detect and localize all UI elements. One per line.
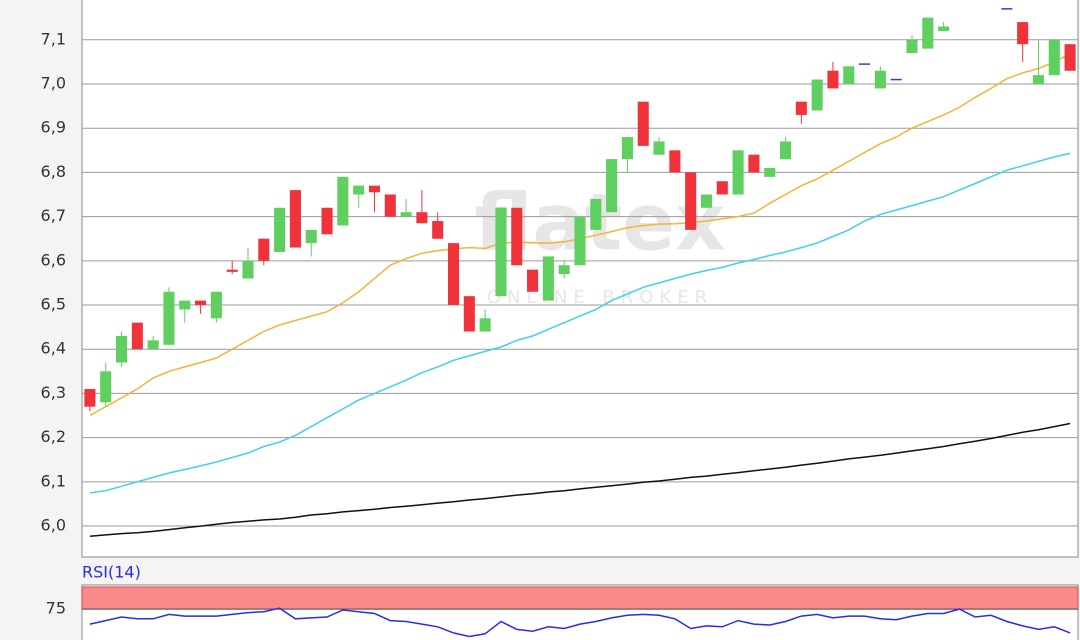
candle-body xyxy=(732,150,744,195)
candle-body xyxy=(337,176,349,226)
candle-body xyxy=(637,101,649,146)
candle-body xyxy=(795,101,807,115)
y-tick-label: 6,8 xyxy=(41,162,66,181)
candle-body xyxy=(400,212,412,217)
y-tick-label: 6,2 xyxy=(41,427,66,446)
candle-body xyxy=(922,17,934,49)
candle-body xyxy=(811,79,823,111)
candle-body xyxy=(432,221,444,239)
candle-body xyxy=(1064,44,1076,71)
candle-body xyxy=(447,243,460,306)
candle-body xyxy=(1048,39,1060,76)
candle-body xyxy=(305,229,317,244)
y-tick-label: 7,0 xyxy=(41,73,66,92)
candle-body xyxy=(558,265,570,275)
candle-body xyxy=(1032,75,1045,84)
candle-body xyxy=(716,181,728,195)
candle-body xyxy=(368,185,381,193)
candle-body xyxy=(938,26,950,31)
candle-body xyxy=(258,238,270,261)
candle-body xyxy=(84,389,96,407)
candle-body xyxy=(764,167,776,177)
candle-body xyxy=(495,207,507,297)
y-tick-label: 6,6 xyxy=(41,250,66,269)
candle-body xyxy=(226,269,238,272)
candle-body xyxy=(100,371,112,403)
y-tick-label: 75 xyxy=(46,599,66,618)
candle-body xyxy=(416,212,428,224)
candle-body xyxy=(527,269,539,292)
y-tick-label: 6,7 xyxy=(41,206,66,225)
candle-body xyxy=(131,322,143,350)
y-tick-label: 7,1 xyxy=(41,29,66,48)
candle-body xyxy=(621,137,633,160)
watermark-subtitle: ONLINE BROKER xyxy=(487,287,713,308)
candle-body xyxy=(874,70,886,89)
candle-body xyxy=(242,260,254,279)
candle-body xyxy=(906,39,918,54)
candle-body xyxy=(289,190,301,248)
candle-body xyxy=(653,141,665,155)
candle-body xyxy=(274,207,286,252)
moving-average xyxy=(89,152,1071,494)
candle-body xyxy=(384,194,396,217)
candle-body xyxy=(115,335,128,363)
candle-body xyxy=(606,159,618,213)
candle-body xyxy=(669,150,681,173)
y-tick-label: 6,9 xyxy=(41,118,66,137)
candle-body xyxy=(479,318,491,332)
candle-body xyxy=(511,207,523,266)
rsi-title: RSI(14) xyxy=(82,563,141,582)
candle-body xyxy=(843,66,855,84)
overbought-band xyxy=(81,586,1079,610)
rsi-line xyxy=(89,607,1071,638)
candle-body xyxy=(463,296,475,332)
candle-body xyxy=(163,291,175,345)
y-tick-label: 6,4 xyxy=(41,339,66,358)
y-tick-label: 6,0 xyxy=(41,516,66,535)
candle-body xyxy=(353,185,365,195)
candle-body xyxy=(179,300,191,310)
candle-body xyxy=(210,291,222,319)
y-tick-label: 6,1 xyxy=(41,471,66,490)
candle-body xyxy=(1017,22,1029,45)
candle-body xyxy=(195,300,207,306)
candle-body xyxy=(685,172,697,230)
candle-body xyxy=(590,198,602,230)
candle-body xyxy=(700,194,713,208)
candle-body xyxy=(748,154,760,173)
candle-body xyxy=(147,340,159,350)
candle-body xyxy=(542,256,554,301)
moving-average xyxy=(89,422,1071,537)
y-tick-label: 6,5 xyxy=(41,295,66,314)
candle-body xyxy=(827,70,839,89)
candle-body xyxy=(779,141,792,160)
candle-body xyxy=(574,216,586,266)
candle-body xyxy=(321,207,333,235)
y-tick-label: 6,3 xyxy=(41,383,66,402)
